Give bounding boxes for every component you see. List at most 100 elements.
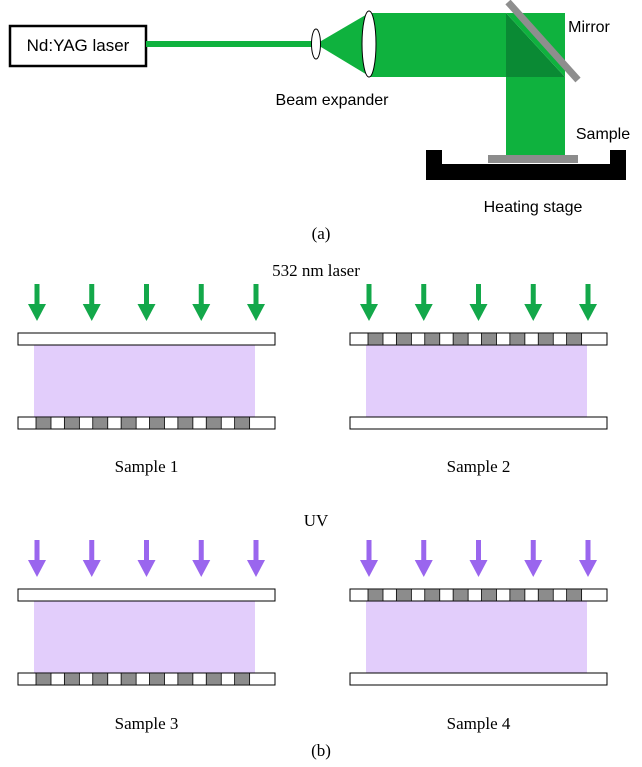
arrow-head: [579, 560, 597, 577]
electrode: [149, 672, 165, 686]
electrode: [537, 588, 554, 602]
laser-box: [8, 24, 148, 68]
arrow: [360, 284, 378, 321]
caption-a: (a): [312, 224, 331, 243]
arrow-head: [469, 560, 488, 577]
arrow: [137, 540, 156, 577]
bottom-plate: [349, 672, 608, 686]
arrow-shaft: [366, 284, 372, 306]
electrode: [481, 588, 497, 602]
caption-b: (b): [311, 741, 331, 760]
arrow-head: [360, 304, 378, 321]
arrow: [28, 284, 46, 321]
liquid-crystal-layer: [366, 601, 587, 673]
arrow: [414, 540, 433, 577]
arrow-shaft: [89, 284, 95, 306]
arrow-shaft: [144, 540, 149, 562]
liquid-crystal-layer: [34, 601, 255, 673]
electrode: [149, 416, 165, 430]
electrode: [509, 332, 526, 346]
arrow-head: [137, 560, 156, 577]
arrow: [82, 284, 101, 321]
sample-label: Sample 1: [115, 457, 179, 476]
electrode: [63, 672, 80, 686]
arrow-shaft: [421, 284, 427, 306]
arrow-head: [414, 560, 433, 577]
arrow-head: [82, 304, 101, 321]
electrode: [367, 332, 384, 346]
expanded-beam: [369, 13, 506, 77]
arrow-shaft: [198, 540, 204, 562]
nd-yag-laser: Nd:YAG laser: [8, 24, 148, 68]
samples-group: Sample 1 Sample 2 Sample 3 Sample 4: [17, 284, 608, 733]
arrow: [360, 540, 378, 577]
arrow-head: [82, 560, 101, 577]
arrow: [28, 540, 46, 577]
arrow-shaft: [530, 540, 536, 562]
mirror-label: Mirror: [568, 19, 610, 36]
electrode: [120, 416, 137, 430]
electrode: [63, 416, 80, 430]
arrow-shaft: [89, 540, 95, 562]
bottom-plate: [349, 416, 608, 430]
arrow-shaft: [366, 540, 372, 562]
arrow-shaft: [476, 540, 481, 562]
electrode: [395, 588, 412, 602]
arrow-shaft: [476, 284, 481, 306]
electrode: [537, 332, 554, 346]
electrode: [452, 332, 469, 346]
arrow-shaft: [585, 540, 591, 562]
arrow-head: [414, 304, 433, 321]
arrow: [579, 284, 597, 321]
arrow-head: [469, 304, 488, 321]
arrow-shaft: [585, 284, 591, 306]
sample-cell-1: Sample 1: [17, 284, 276, 476]
electrode: [395, 332, 412, 346]
arrow-head: [524, 304, 543, 321]
beam-cone: [316, 13, 369, 76]
sample-label: Sample 4: [447, 714, 511, 733]
electrode: [481, 332, 497, 346]
electrode: [35, 672, 52, 686]
arrow-shaft: [253, 540, 259, 562]
electrode: [92, 416, 109, 430]
arrow: [247, 540, 265, 577]
electrode: [92, 672, 109, 686]
arrow-shaft: [253, 284, 259, 306]
small-lens: [311, 28, 321, 60]
electrode: [566, 332, 583, 346]
arrow: [82, 540, 101, 577]
mirror: [505, 0, 581, 83]
arrow-shaft: [34, 540, 40, 562]
heating-stage: [426, 150, 626, 180]
electrode: [177, 416, 194, 430]
arrow-shaft: [144, 284, 149, 306]
arrow-shaft: [198, 284, 204, 306]
sample-label: Sample 2: [447, 457, 511, 476]
laser-beam: [146, 41, 312, 47]
arrow: [414, 284, 433, 321]
top-plate: [17, 332, 276, 346]
sample-cell-2: Sample 2: [349, 284, 608, 476]
arrow-head: [247, 304, 265, 321]
arrow: [137, 284, 156, 321]
arrow-head: [192, 304, 211, 321]
electrode: [566, 588, 583, 602]
large-lens: [361, 10, 377, 78]
arrow: [192, 540, 211, 577]
beam-corner: [506, 13, 565, 77]
arrow: [524, 540, 543, 577]
electrode: [509, 588, 526, 602]
arrow: [469, 284, 488, 321]
liquid-crystal-layer: [34, 345, 255, 417]
beam-expander-label: Beam expander: [276, 92, 390, 109]
panel-b: 532 nm laser UV (b) Sample 1 Sample 2Samp…: [17, 261, 608, 760]
electrode: [205, 416, 222, 430]
heating-stage-label: Heating stage: [484, 199, 583, 216]
arrow: [524, 284, 543, 321]
arrow: [192, 284, 211, 321]
sample-label: Sample: [576, 126, 630, 143]
arrow-head: [28, 304, 46, 321]
electrode: [177, 672, 194, 686]
